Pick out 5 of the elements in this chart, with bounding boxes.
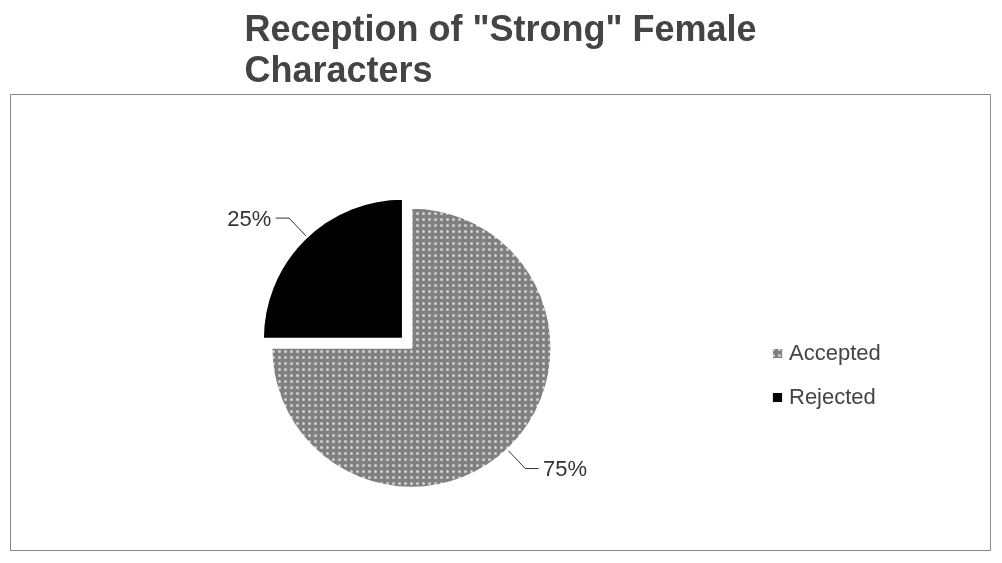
chart-title: Reception of "Strong" Female Characters	[244, 7, 757, 90]
data-label: 25%	[227, 205, 272, 231]
legend-label: Rejected	[789, 384, 876, 410]
data-label: 75%	[543, 456, 588, 482]
legend-label: Accepted	[789, 340, 881, 366]
